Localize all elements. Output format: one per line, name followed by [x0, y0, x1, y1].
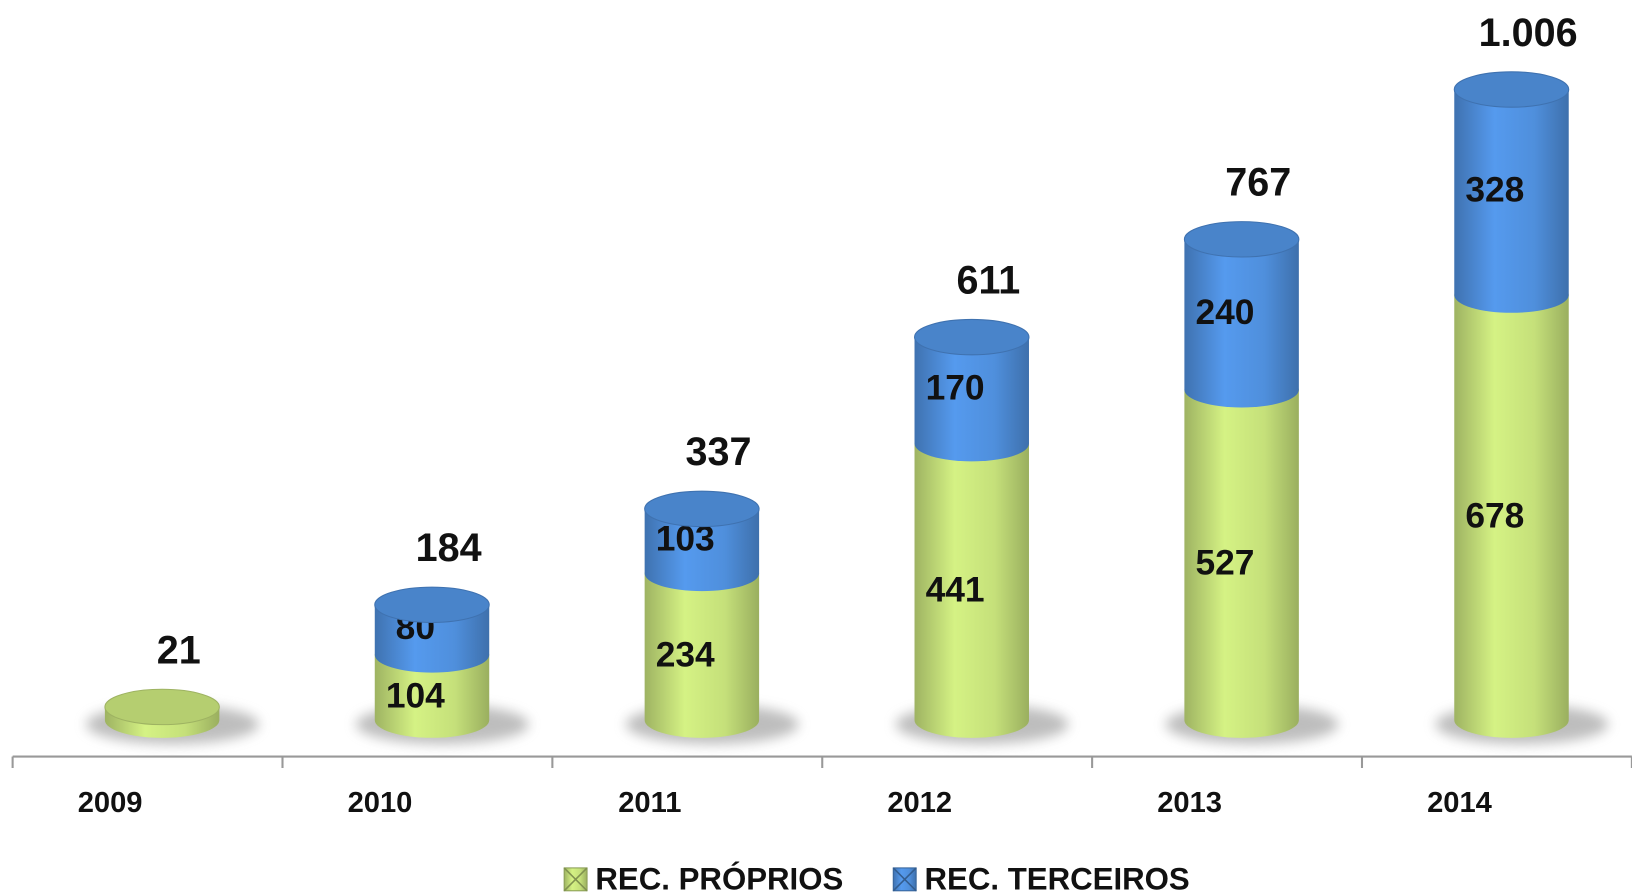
bar-top [1183, 221, 1300, 258]
total-label: 1.006 [1479, 11, 1578, 55]
legend-swatch-cross [892, 867, 917, 892]
x-tick-label: 2010 [348, 787, 413, 819]
bar-top [913, 318, 1030, 356]
bar-segment [1184, 221, 1299, 408]
value-label: 234 [656, 636, 715, 675]
bar-segment [644, 555, 760, 738]
x-tick-label: 2009 [78, 787, 143, 819]
value-label: 240 [1195, 293, 1254, 332]
bar-top [644, 490, 760, 528]
legend-swatch-cross [563, 867, 588, 892]
legend-label: REC. TERCEIROS [924, 862, 1189, 896]
x-tick-label: 2011 [618, 787, 681, 819]
bar-top [374, 586, 490, 623]
total-label: 337 [686, 430, 752, 474]
bar-segment [1184, 372, 1299, 738]
bar-top [104, 688, 220, 726]
bar-segment [914, 425, 1029, 738]
x-tick-label: 2012 [887, 787, 952, 819]
x-tick-label: 2014 [1427, 787, 1493, 819]
value-label: 678 [1465, 496, 1524, 535]
value-label: 441 [926, 571, 985, 610]
legend-label: REC. PRÓPRIOS [595, 861, 843, 896]
bar-segment [1454, 71, 1569, 313]
total-label: 21 [157, 628, 201, 672]
value-label: 170 [926, 369, 985, 408]
x-tick-label: 2013 [1157, 787, 1222, 819]
total-label: 611 [957, 258, 1021, 302]
value-label: 104 [386, 676, 445, 715]
total-label: 184 [416, 526, 482, 570]
total-label: 767 [1225, 161, 1291, 205]
value-label: 328 [1465, 171, 1524, 210]
value-label: 527 [1195, 544, 1254, 583]
bar-top [1453, 71, 1570, 108]
bar-segment [914, 319, 1029, 462]
bar-segment [1454, 277, 1569, 738]
